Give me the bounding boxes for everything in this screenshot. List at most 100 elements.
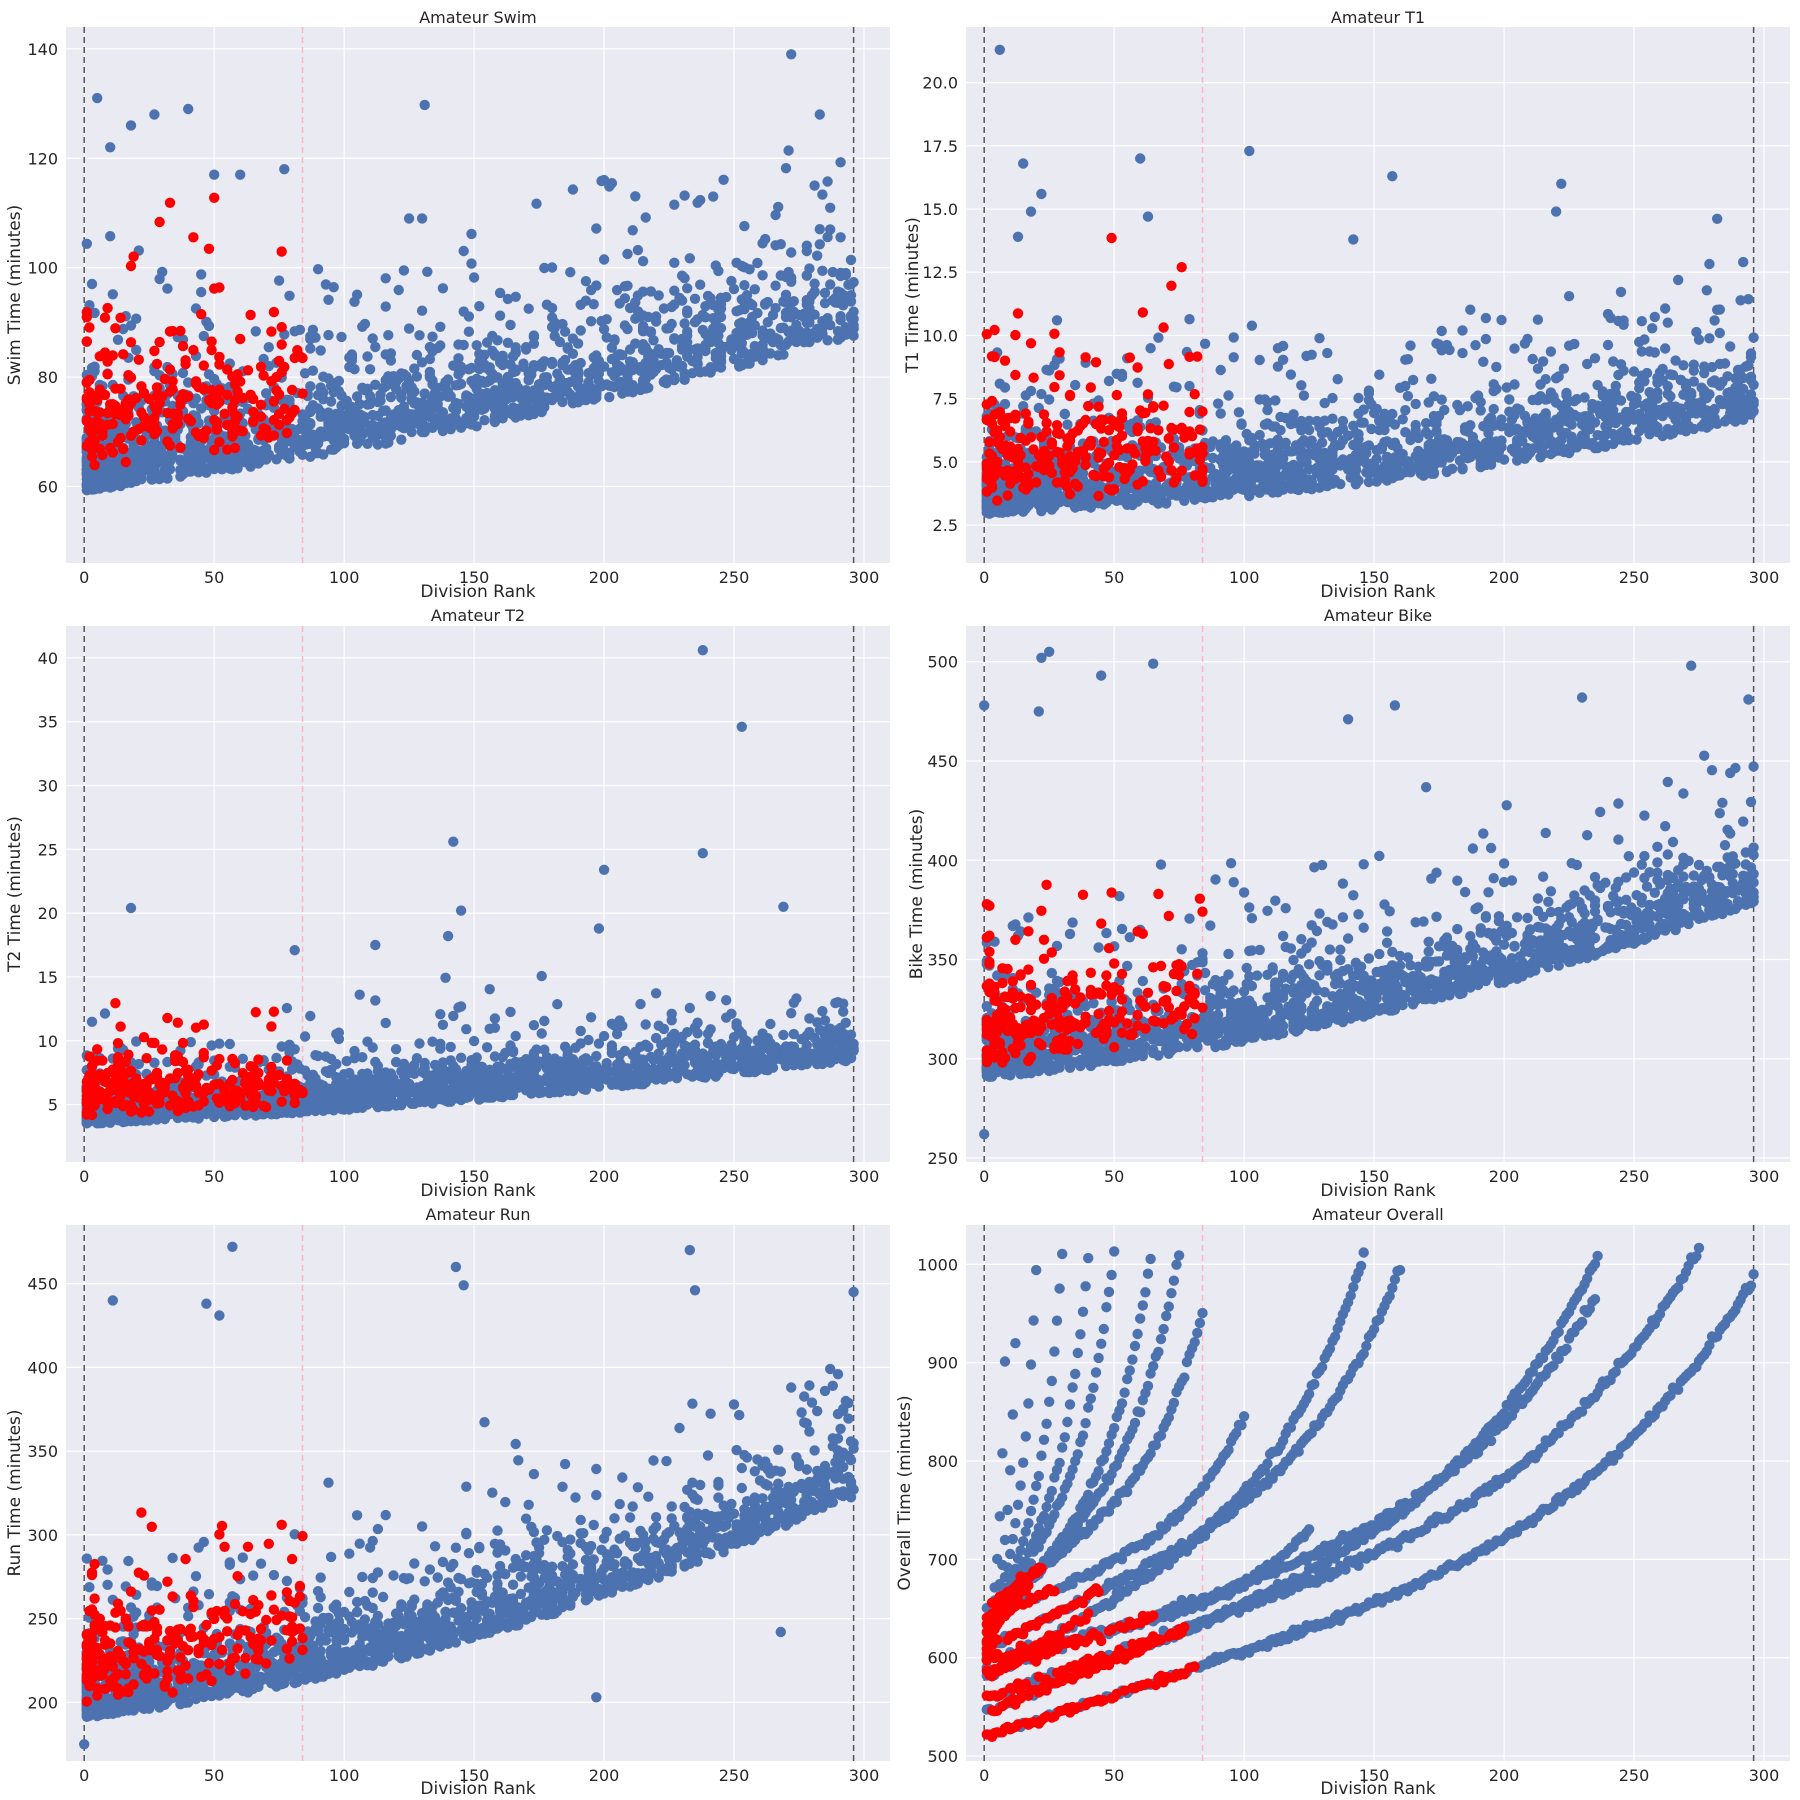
y-axis-label: Swim Time (minutes) [5, 205, 25, 385]
qualifier-point [1023, 468, 1034, 480]
athlete-point [822, 335, 833, 346]
qualifier-point [1072, 481, 1084, 492]
qualifier-point [214, 282, 225, 293]
athlete-point [549, 330, 560, 342]
athlete-point [726, 334, 737, 345]
qualifier-point [1111, 434, 1123, 446]
qualifier-point [209, 192, 220, 203]
athlete-point [1639, 400, 1650, 411]
athlete-point [393, 284, 404, 296]
athlete-point [1745, 348, 1757, 359]
athlete-point [669, 257, 680, 268]
athlete-point [307, 400, 319, 411]
athlete-point [536, 970, 547, 982]
athlete-point [700, 339, 711, 351]
athlete-point [760, 299, 771, 310]
athlete-point [1561, 390, 1572, 401]
athlete-point [713, 338, 724, 349]
athlete-point [105, 142, 116, 153]
qualifier-point [1106, 232, 1117, 244]
athlete-point [357, 418, 368, 429]
athlete-point [585, 316, 597, 327]
qualifier-point [255, 361, 267, 372]
athlete-point [1475, 396, 1486, 408]
athlete-point [102, 472, 113, 483]
x-tick-label: 0 [979, 568, 989, 587]
athlete-point [775, 322, 786, 334]
athlete-point [336, 331, 347, 343]
qualifier-point [81, 336, 93, 347]
qualifier-point [1083, 400, 1094, 412]
qualifier-point [164, 386, 176, 397]
athlete-point [528, 1019, 540, 1031]
athlete-point [1148, 483, 1159, 494]
athlete-point [510, 1030, 521, 1042]
athlete-point [341, 396, 352, 407]
athlete-point [1303, 415, 1315, 427]
athlete-point [1634, 425, 1645, 437]
athlete-point [403, 213, 415, 224]
qualifier-point [177, 340, 189, 352]
athlete-point [81, 238, 93, 249]
athlete-point [1405, 434, 1416, 446]
athlete-point [419, 401, 430, 413]
athlete-point [1480, 333, 1492, 345]
athlete-point [380, 273, 391, 284]
qualifier-point [1028, 444, 1039, 455]
athlete-point [1649, 311, 1661, 323]
qualifier-point [1049, 328, 1060, 339]
athlete-point [476, 404, 488, 415]
qualifier-point [981, 399, 992, 410]
athlete-point [786, 247, 797, 258]
athlete-point [669, 334, 680, 345]
qualifier-point [107, 418, 119, 430]
y-tick-label: 60 [38, 477, 58, 496]
x-axis-label: Division Rank [420, 582, 535, 602]
athlete-point [591, 280, 602, 291]
athlete-point [1433, 433, 1445, 445]
athlete-point [419, 99, 430, 111]
athlete-point [1532, 393, 1544, 404]
athlete-point [1322, 347, 1333, 359]
athlete-point [284, 290, 295, 301]
athlete-point [1706, 377, 1718, 388]
athlete-point [684, 1002, 695, 1014]
athlete-point [346, 352, 358, 363]
athlete-point [812, 250, 823, 261]
qualifier-point [1020, 435, 1031, 446]
athlete-point [645, 286, 657, 297]
athlete-point [1527, 443, 1538, 455]
athlete-point [349, 430, 360, 441]
athlete-point [840, 269, 851, 281]
athlete-point [453, 339, 464, 350]
athlete-point [1504, 422, 1515, 433]
qualifier-point [276, 246, 287, 257]
qualifier-point [214, 352, 225, 363]
athlete-point [1553, 371, 1564, 382]
athlete-point [598, 361, 610, 372]
athlete-point [825, 224, 836, 235]
athlete-point [1215, 442, 1226, 453]
athlete-point [804, 1013, 815, 1024]
athlete-point [1303, 474, 1315, 485]
athlete-point [520, 344, 532, 355]
qualifier-point [1010, 369, 1021, 381]
athlete-point [427, 375, 438, 386]
athlete-point [328, 428, 339, 439]
athlete-point [489, 350, 501, 361]
athlete-point [414, 1038, 425, 1049]
athlete-point [817, 265, 828, 276]
athlete-point [814, 239, 825, 250]
qualifier-point [1192, 351, 1203, 362]
athlete-point [1332, 374, 1343, 385]
athlete-point [765, 348, 776, 359]
athlete-point [809, 286, 820, 297]
athlete-point [715, 292, 727, 303]
athlete-point [474, 356, 485, 367]
qualifier-point [1012, 308, 1024, 319]
athlete-point [481, 337, 493, 348]
qualifier-point [1062, 481, 1073, 492]
athlete-point [575, 325, 586, 336]
qualifier-point [297, 388, 308, 399]
athlete-point [1618, 414, 1629, 425]
